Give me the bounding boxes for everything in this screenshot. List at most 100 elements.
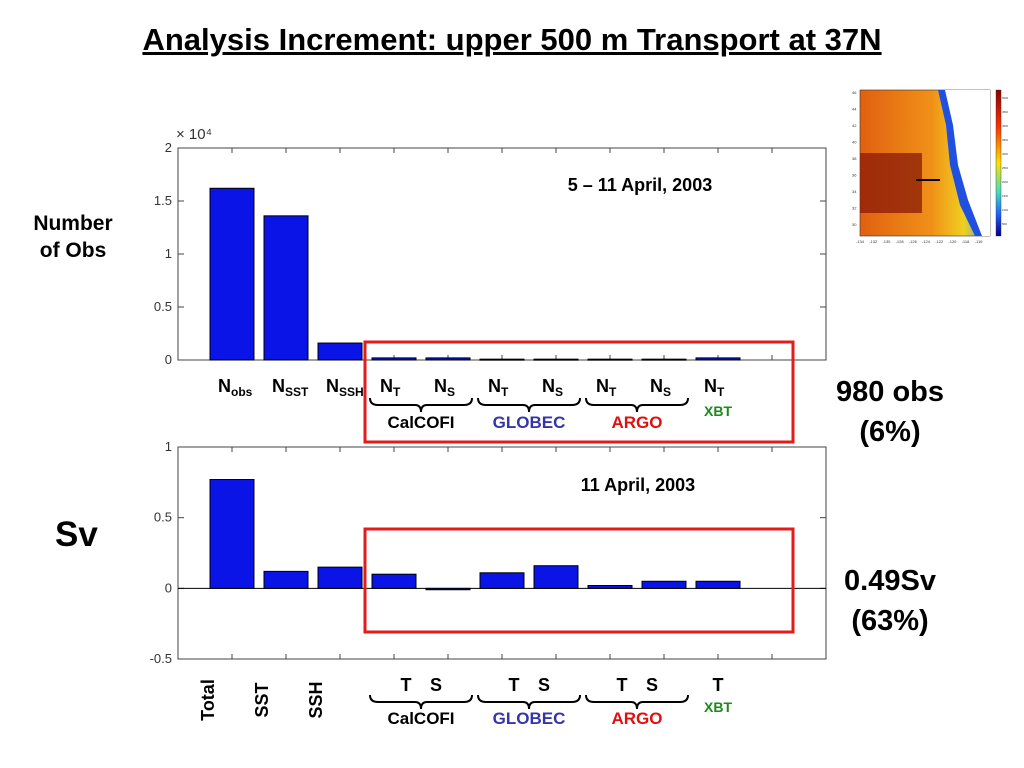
group-brace-globec	[477, 397, 581, 413]
y-tick-label: -0.5	[150, 651, 172, 666]
x-tick-label: T	[713, 675, 724, 695]
map-x-tick: -126	[909, 239, 918, 244]
x-tick-label: S	[538, 675, 550, 695]
x-tick-label-n: NT	[488, 376, 509, 399]
map-colorbar-tick: 500	[1002, 222, 1007, 226]
group-label-calcofi: CalCOFI	[387, 413, 454, 432]
map-x-tick: -132	[869, 239, 878, 244]
map-x-tick: -120	[948, 239, 957, 244]
x-tick-label-sub: SSH	[339, 385, 364, 399]
x-tick-label-sub: T	[393, 385, 401, 399]
map-x-tick: -134	[856, 239, 865, 244]
x-tick-label-n: NT	[596, 376, 617, 399]
x-tick-label-n: NS	[434, 376, 455, 399]
y-axis-label-line-2: of Obs	[39, 239, 107, 262]
map-y-tick: 32	[852, 206, 857, 211]
summary-sv-value: 0.49Sv	[844, 565, 936, 597]
x-tick-label-rotated: SSH	[306, 681, 326, 718]
map-colorbar-tick: 2000	[1002, 180, 1008, 184]
group-brace-calcofi	[369, 397, 473, 413]
group-brace-calcofi	[369, 694, 473, 710]
bar-1-10	[695, 357, 741, 361]
x-tick-label-n: NS	[650, 376, 671, 399]
map-colorbar-tick: 4500	[1002, 110, 1008, 114]
x-tick-label-rotated: Total	[198, 679, 218, 721]
map-colorbar-tick: 4000	[1002, 124, 1008, 128]
map-y-tick: 46	[852, 90, 857, 95]
map-colorbar-tick: 1500	[1002, 194, 1008, 198]
inset-map: 46 44 42 40 38 36 34 32 30 -134 -132 -130 -128 -126 -1…	[852, 89, 1008, 244]
summary-sv: 0.49Sv (63%)	[815, 561, 965, 641]
x-tick-label-n: NSST	[272, 376, 309, 399]
bar-1-1	[209, 187, 255, 361]
map-y-tick: 30	[852, 222, 857, 227]
y-tick-label: 0	[165, 352, 172, 367]
x-tick-label-n: NT	[704, 376, 725, 399]
x-tick-label-sub: SST	[285, 385, 309, 399]
group-brace-globec	[477, 694, 581, 710]
group-label-xbt: XBT	[704, 403, 732, 419]
map-colorbar-tick: 5000	[1002, 96, 1008, 100]
x-tick-label-n: Nobs	[218, 376, 253, 399]
bar-1-8	[587, 358, 633, 361]
x-tick-label-main: N	[380, 376, 393, 396]
y-tick-label: 2	[165, 140, 172, 155]
highlight-box-1	[363, 340, 795, 444]
bar-1-6	[479, 358, 525, 361]
x-tick-label: S	[430, 675, 442, 695]
summary-sv-percent: (63%)	[851, 605, 929, 637]
map-x-tick: -118	[962, 239, 970, 244]
map-deep-region	[860, 153, 922, 213]
x-tick-label-main: N	[650, 376, 663, 396]
x-tick-label-main: N	[542, 376, 555, 396]
y-tick-label: 1	[165, 246, 172, 261]
x-tick-label-sub: S	[447, 385, 455, 399]
map-y-tick: 42	[852, 123, 857, 128]
bar-1-3	[317, 342, 363, 361]
map-x-tick: -124	[922, 239, 931, 244]
map-y-tick: 34	[852, 189, 857, 194]
x-tick-label-sub: S	[663, 385, 671, 399]
x-tick-label-main: N	[434, 376, 447, 396]
bar-1-4	[371, 357, 417, 361]
map-y-tick: 44	[852, 107, 857, 112]
x-tick-label-rotated: SST	[252, 682, 272, 717]
y-tick-label: 0	[165, 580, 172, 595]
bar-1-7	[533, 358, 579, 361]
map-colorbar-tick: 2500	[1002, 166, 1008, 170]
y-axis-label-number-of-obs: Number of Obs	[18, 210, 128, 264]
map-y-tick: 40	[852, 140, 857, 145]
y-axis-label-line-1: Number	[33, 212, 113, 235]
y-axis-label-sv: Sv	[55, 515, 98, 554]
highlight-box-2	[363, 527, 795, 634]
summary-obs-percent: (6%)	[859, 416, 921, 448]
x-tick-label-n: NSSH	[326, 376, 364, 399]
y-tick-label: 1	[165, 439, 172, 454]
x-tick-label-main: N	[704, 376, 717, 396]
x-tick-label: S	[646, 675, 658, 695]
map-colorbar	[995, 89, 1002, 237]
x-tick-label-sub: S	[555, 385, 563, 399]
map-x-tick: -116	[975, 239, 983, 244]
group-label-globec: GLOBEC	[493, 709, 566, 728]
bar-2-8	[587, 585, 633, 589]
bar-1-2	[263, 215, 309, 361]
map-x-tick: -122	[935, 239, 944, 244]
x-tick-label-main: N	[218, 376, 231, 396]
x-tick-label-sub: obs	[231, 385, 253, 399]
bar-2-5	[425, 587, 471, 591]
map-colorbar-tick: 3000	[1002, 152, 1008, 156]
group-brace-argo	[585, 694, 689, 710]
summary-obs-count: 980 obs	[836, 376, 944, 408]
chart-title-1: 5 – 11 April, 2003	[568, 175, 712, 195]
chart-title-2: 11 April, 2003	[581, 475, 695, 495]
map-land	[945, 90, 990, 236]
plot-frame-2	[177, 446, 827, 660]
map-x-tick: -128	[896, 239, 905, 244]
y-tick-label: 1.5	[154, 193, 172, 208]
x-tick-label-sub: T	[501, 385, 509, 399]
x-tick-label-main: N	[488, 376, 501, 396]
x-tick-label-n: NS	[542, 376, 563, 399]
bar-2-2	[263, 570, 309, 589]
